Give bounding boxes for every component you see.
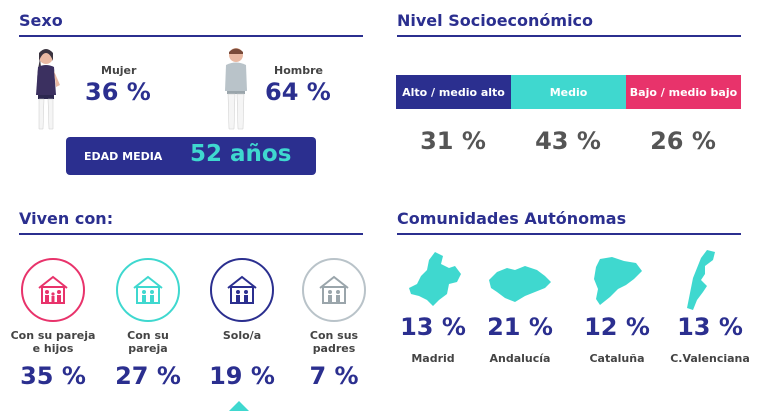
viven-label-4-line2: padres bbox=[312, 342, 356, 355]
andalucia-map-icon bbox=[489, 266, 551, 302]
viven-label-3: Solo/a bbox=[187, 329, 297, 342]
nivel-pct-alto: 31 % bbox=[420, 127, 486, 155]
viven-divider bbox=[19, 233, 363, 235]
selected-indicator-icon bbox=[229, 401, 249, 411]
parents-house-icon bbox=[302, 258, 366, 322]
edad-media-box: EDAD MEDIA 52 años bbox=[66, 137, 316, 175]
mujer-label: Mujer bbox=[101, 64, 137, 77]
viven-label-4-line1: Con sus bbox=[309, 329, 359, 342]
cataluna-map-icon bbox=[594, 257, 642, 305]
viven-pct-2: 27 % bbox=[115, 362, 181, 390]
valenciana-map-icon bbox=[687, 250, 715, 310]
nivel-segment-medio-label: Medio bbox=[549, 85, 588, 99]
viven-label-3-line1: Solo/a bbox=[222, 329, 262, 342]
viven-label-1-line1: Con su pareja bbox=[10, 329, 96, 342]
sexo-title: Sexo bbox=[19, 11, 63, 30]
nivel-title: Nivel Socioeconómico bbox=[397, 11, 594, 30]
edad-media-value: 52 años bbox=[190, 141, 292, 167]
viven-pct-1: 35 % bbox=[20, 362, 86, 390]
hombre-label: Hombre bbox=[274, 64, 323, 77]
viven-pct-3: 19 % bbox=[209, 362, 275, 390]
ca-name-madrid: Madrid bbox=[411, 352, 455, 365]
ca-name-valenciana: C.Valenciana bbox=[670, 352, 750, 365]
couple-house-icon bbox=[116, 258, 180, 322]
nivel-pct-bajo: 26 % bbox=[650, 127, 716, 155]
sexo-divider bbox=[19, 35, 363, 37]
ca-pct-cataluna: 12 % bbox=[584, 313, 650, 341]
nivel-pct-medio: 43 % bbox=[535, 127, 601, 155]
viven-title: Viven con: bbox=[19, 209, 114, 228]
hombre-pct: 64 % bbox=[265, 78, 331, 106]
nivel-divider bbox=[397, 35, 741, 37]
woman-figure-icon bbox=[36, 49, 60, 130]
viven-label-1: Con su pareja e hijos bbox=[0, 329, 108, 355]
nivel-segment-alto-label: Alto / medio alto bbox=[402, 85, 505, 99]
ca-pct-valenciana: 13 % bbox=[677, 313, 743, 341]
nivel-segment-alto: Alto / medio alto bbox=[396, 75, 511, 109]
viven-pct-4: 7 % bbox=[309, 362, 359, 390]
nivel-segment-medio: Medio bbox=[511, 75, 626, 109]
viven-label-2: Con su pareja bbox=[93, 329, 203, 355]
ca-pct-madrid: 13 % bbox=[400, 313, 466, 341]
comunidades-divider bbox=[397, 233, 741, 235]
edad-media-label: EDAD MEDIA bbox=[84, 150, 163, 163]
ca-name-andalucia: Andalucía bbox=[489, 352, 551, 365]
comunidades-title: Comunidades Autónomas bbox=[397, 209, 627, 228]
ca-name-cataluna: Cataluña bbox=[589, 352, 645, 365]
nivel-segment-bajo-label: Bajo / medio bajo bbox=[629, 85, 738, 99]
viven-label-1-line2: e hijos bbox=[32, 342, 74, 355]
family-house-icon bbox=[21, 258, 85, 322]
man-figure-icon bbox=[225, 48, 247, 130]
viven-label-2-line1: Con su bbox=[127, 329, 169, 342]
viven-label-4: Con sus padres bbox=[279, 329, 389, 355]
single-house-icon bbox=[210, 258, 274, 322]
mujer-pct: 36 % bbox=[85, 78, 151, 106]
ca-pct-andalucia: 21 % bbox=[487, 313, 553, 341]
madrid-map-icon bbox=[409, 252, 461, 306]
viven-label-2-line2: pareja bbox=[128, 342, 168, 355]
nivel-segment-bajo: Bajo / medio bajo bbox=[626, 75, 741, 109]
